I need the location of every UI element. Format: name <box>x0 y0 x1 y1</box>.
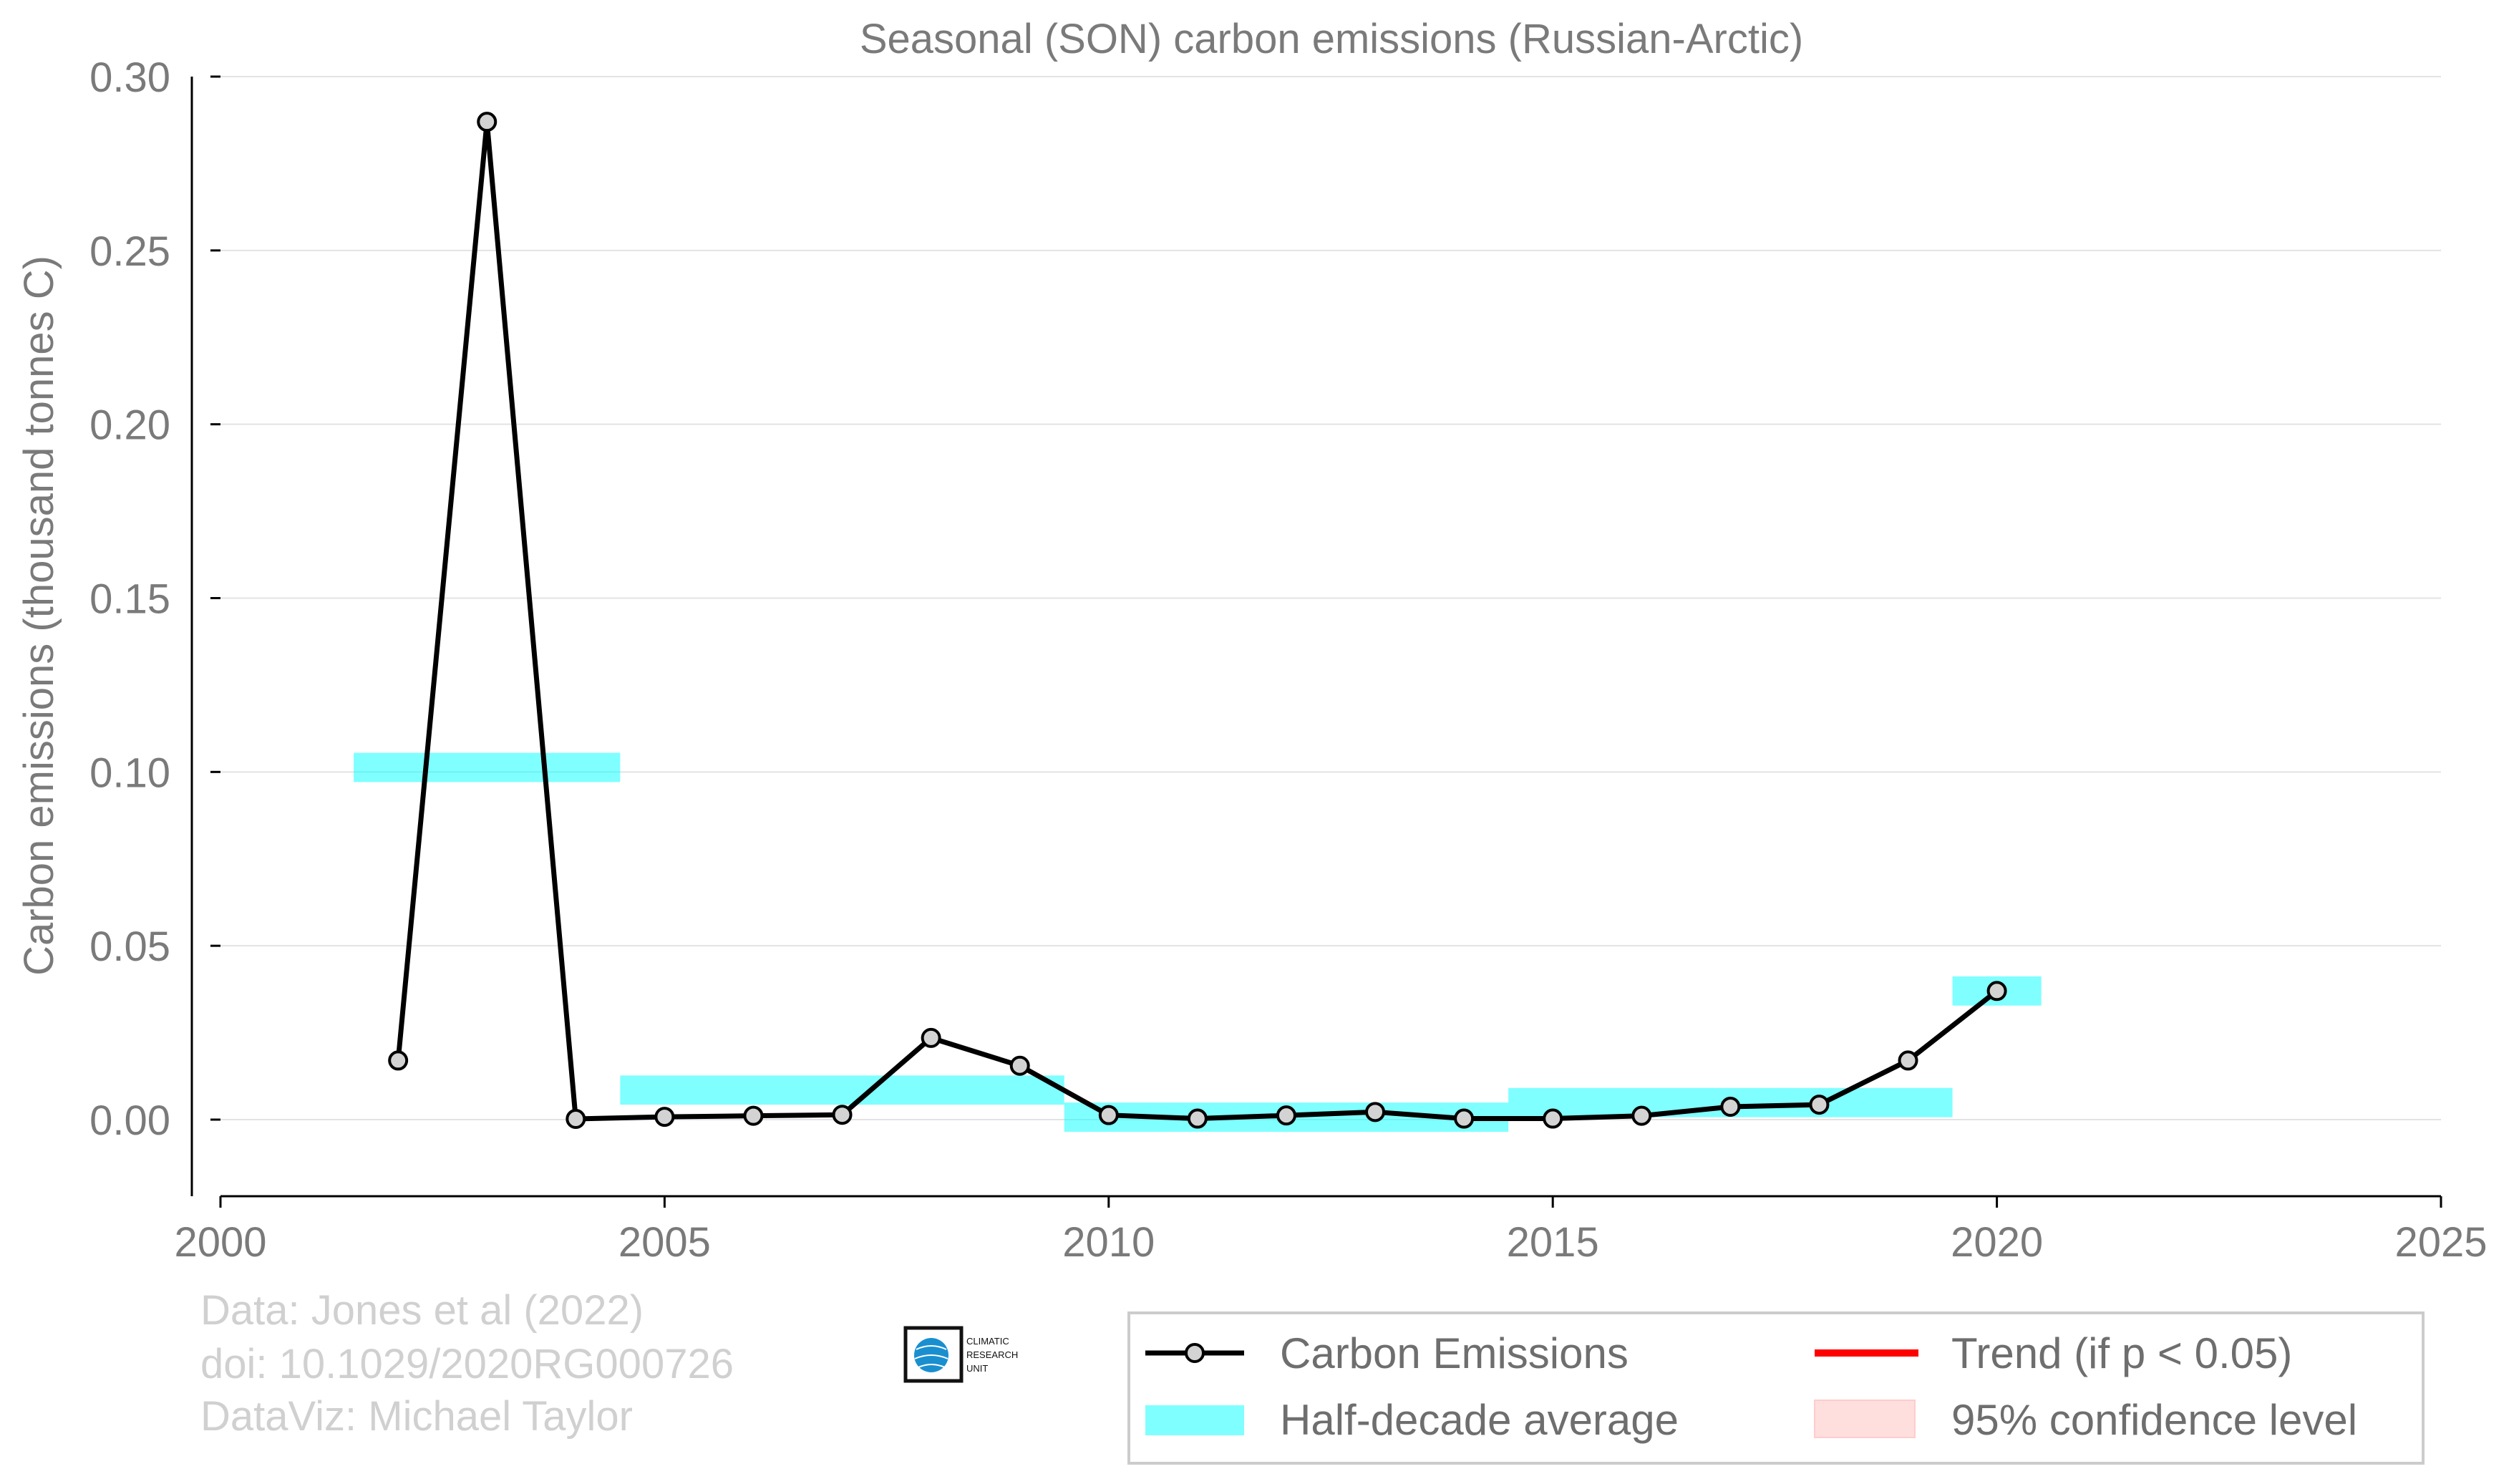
credit-doi: doi: 10.1029/2020RG000726 <box>200 1341 734 1387</box>
credit-dataviz: DataViz: Michael Taylor <box>200 1393 633 1440</box>
x-tick-label: 2005 <box>618 1219 711 1266</box>
data-point-2010 <box>1098 1105 1119 1125</box>
cru-logo-text-1: CLIMATIC <box>966 1336 1009 1347</box>
data-point-2014 <box>1454 1108 1475 1129</box>
legend-label-trend: Trend (if p < 0.05) <box>1951 1329 2292 1377</box>
data-point-2016 <box>1631 1105 1652 1126</box>
legend-swatch-marker <box>1185 1343 1205 1363</box>
half-decade-band-1 <box>620 1075 1064 1105</box>
series-line-carbon-emissions <box>395 119 1999 1122</box>
data-point-2015 <box>1543 1108 1563 1129</box>
y-tick-label: 0.05 <box>89 923 170 970</box>
data-point-2013 <box>1365 1102 1386 1122</box>
data-point-2007 <box>832 1105 853 1125</box>
y-tick-label: 0.30 <box>89 54 170 101</box>
y-tick-label: 0.10 <box>89 750 170 796</box>
data-point-2019 <box>1898 1050 1918 1071</box>
y-tick-label: 0.15 <box>89 576 170 623</box>
legend-label-confidence: 95% confidence level <box>1951 1396 2357 1444</box>
credit-data-source: Data: Jones et al (2022) <box>200 1287 644 1334</box>
half-decade-band-0 <box>354 752 621 782</box>
gridlines <box>220 76 2441 1120</box>
axes <box>190 75 2442 1208</box>
legend-entry-half-decade: Half-decade average <box>1145 1396 1679 1444</box>
cru-logo-text-2: RESEARCH <box>966 1349 1018 1360</box>
x-tick-label: 2010 <box>1062 1219 1155 1266</box>
x-tick-label: 2025 <box>2394 1219 2487 1266</box>
data-point-2005 <box>654 1107 675 1127</box>
legend-swatch-confidence <box>1814 1400 1916 1438</box>
tick-labels: 0.00 0.05 0.10 0.15 0.20 0.25 0.30 2000 2005 2010… <box>89 54 2487 1266</box>
data-point-2002 <box>388 1050 409 1071</box>
data-point-2017 <box>1720 1097 1741 1117</box>
legend: Carbon Emissions Trend (if p < 0.05) Hal… <box>1127 1311 2425 1465</box>
data-point-2020 <box>1986 981 2007 1002</box>
data-point-2012 <box>1276 1105 1296 1126</box>
series-carbon-emissions <box>388 112 2007 1130</box>
cru-logo: CLIMATIC RESEARCH UNIT <box>903 1326 1018 1383</box>
data-point-2003 <box>477 112 498 132</box>
chart-title: Seasonal (SON) carbon emissions (Russian… <box>860 16 1803 62</box>
half-decade-bands <box>354 752 2042 1132</box>
legend-entry-trend: Trend (if p < 0.05) <box>1815 1329 2292 1377</box>
y-tick-label: 0.20 <box>89 402 170 449</box>
data-point-2004 <box>566 1109 586 1130</box>
legend-swatch-half-decade <box>1145 1405 1244 1435</box>
y-tick-label: 0.25 <box>89 228 170 275</box>
y-axis-label: Carbon emissions (thousand tonnes C) <box>16 256 62 976</box>
x-tick-label: 2015 <box>1507 1219 1599 1266</box>
x-tick-label: 2020 <box>1951 1219 2043 1266</box>
cru-logo-globe-lines <box>914 1345 948 1368</box>
x-tick-label: 2000 <box>174 1219 266 1266</box>
data-point-2011 <box>1187 1108 1208 1129</box>
data-point-2008 <box>921 1027 941 1048</box>
cru-logo-text-3: UNIT <box>966 1363 988 1374</box>
legend-label-carbon-emissions: Carbon Emissions <box>1280 1329 1629 1377</box>
legend-entry-carbon-emissions: Carbon Emissions <box>1145 1329 1629 1377</box>
credits: Data: Jones et al (2022) doi: 10.1029/20… <box>200 1287 734 1440</box>
y-tick-label: 0.00 <box>89 1097 170 1144</box>
legend-entry-confidence: 95% confidence level <box>1814 1396 2357 1444</box>
legend-frame <box>1127 1311 2425 1465</box>
legend-label-half-decade: Half-decade average <box>1280 1396 1679 1444</box>
data-point-2006 <box>743 1105 764 1126</box>
data-point-2018 <box>1809 1095 1830 1115</box>
data-point-2009 <box>1009 1055 1030 1076</box>
